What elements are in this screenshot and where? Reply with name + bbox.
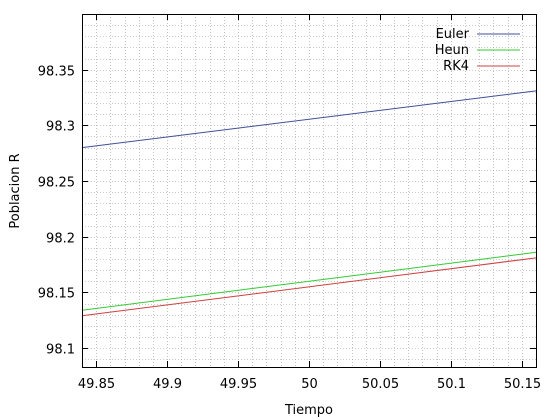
grid — [82, 14, 536, 367]
y-tick-label: 98.3 — [46, 120, 75, 135]
x-tick-label: 50 — [301, 377, 318, 392]
legend-label-rk4: RK4 — [443, 59, 469, 74]
y-tick-label: 98.35 — [38, 65, 75, 80]
x-axis-label: Tiempo — [284, 403, 333, 418]
series-line-rk4 — [81, 257, 537, 317]
series-line-euler — [81, 90, 537, 149]
legend-label-heun: Heun — [435, 43, 469, 58]
x-tick-label: 49.95 — [220, 377, 257, 392]
x-tick-label: 49.9 — [153, 377, 182, 392]
x-tick-label: 50.15 — [504, 377, 541, 392]
axis-ticks: 49.85 49.9 49.95 50 50.05 50.1 50.15 98.1 98.15 9… — [38, 14, 541, 392]
series-line-heun — [81, 251, 537, 311]
y-axis-label: Poblacion R — [8, 153, 23, 228]
y-tick-label: 98.2 — [46, 232, 75, 247]
x-tick-label: 50.05 — [362, 377, 399, 392]
legend-label-euler: Euler — [436, 27, 470, 42]
y-tick-label: 98.25 — [38, 176, 75, 191]
series-lines — [81, 90, 537, 317]
x-tick-label: 49.85 — [78, 377, 115, 392]
y-tick-label: 98.15 — [38, 287, 75, 302]
y-tick-label: 98.1 — [46, 343, 75, 358]
x-tick-label: 50.1 — [437, 377, 466, 392]
